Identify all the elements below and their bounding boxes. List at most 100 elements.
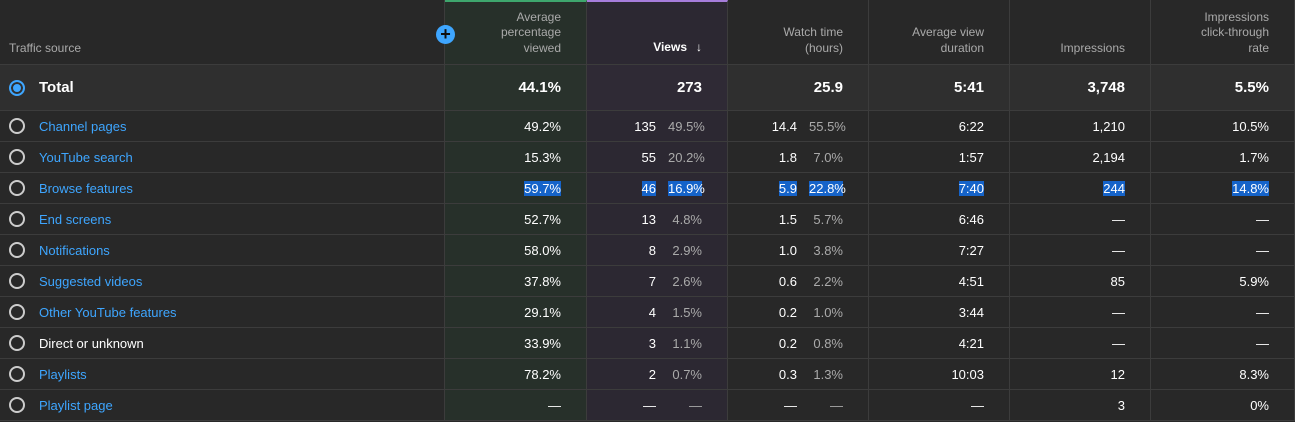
cell: Total [0,65,445,110]
metric-value: 0.2 [778,335,797,351]
cell: 3 [1010,390,1151,420]
metric-value: 25.9 [813,79,843,96]
cell[interactable]: Average view duration [869,0,1010,64]
radio-button[interactable] [9,304,25,320]
cell: 0% [1151,390,1295,420]
cell: 14.4 55.5% [728,111,869,141]
radio-button[interactable] [9,242,25,258]
sort-arrow: ↓ [696,39,702,54]
cell: 7:40 [869,173,1010,203]
cell: 25.9 [728,65,869,110]
metric-value: — [1112,242,1125,258]
cell: 85 [1010,266,1151,296]
source-label[interactable]: End screens [39,211,112,227]
cell: Notifications [0,235,445,265]
cell: 6:22 [869,111,1010,141]
metric-value: 3 [1117,397,1125,413]
metric-value: 1,210 [1092,118,1125,134]
metric-value: 3:44 [958,304,984,320]
cell: 10.5% [1151,111,1295,141]
metric-value: 135 [634,118,656,134]
cell: — [1010,328,1151,358]
metric-value: 37.8% [524,273,561,289]
metric-value: 8.3% [1239,366,1269,382]
metric-value: — [643,397,656,413]
cell: 2 0.7% [587,359,728,389]
metric-value: 85 [1110,273,1125,289]
cell: End screens [0,204,445,234]
metric-percent: 16.9% [668,180,705,196]
source-label[interactable]: Notifications [39,242,110,258]
cell: 44.1% [445,65,587,110]
cell[interactable]: Average percentage viewed [445,0,587,64]
cell[interactable]: Watch time (hours) [728,0,869,64]
cell: 5:41 [869,65,1010,110]
radio-button[interactable] [9,335,25,351]
radio-button[interactable] [9,180,25,196]
cell: 5.9% [1151,266,1295,296]
radio-button[interactable] [9,211,25,227]
cell[interactable]: Impressions click-through rate [1151,0,1295,64]
radio-button[interactable] [9,149,25,165]
cell: 0.6 2.2% [728,266,869,296]
source-label[interactable]: Channel pages [39,118,127,134]
metric-percent: 49.5% [668,118,705,134]
metric-value: 46 [641,180,656,196]
radio-button[interactable] [9,118,25,134]
cell: 0.3 1.3% [728,359,869,389]
metric-percent: 2.9% [672,242,702,258]
metric-value: 6:22 [958,118,984,134]
source-label[interactable]: Other YouTube features [39,304,177,320]
cell: — [1010,235,1151,265]
cell[interactable]: Views ↓ [587,0,728,64]
cell: 1,210 [1010,111,1151,141]
metric-percent: 22.8% [809,180,846,196]
metric-value: 49.2% [524,118,561,134]
cell: 4:21 [869,328,1010,358]
cell: Other YouTube features [0,297,445,327]
metric-value: 15.3% [524,149,561,165]
source-label[interactable]: YouTube search [39,149,133,165]
metric-percent: 1.1% [672,335,702,351]
metric-value: 8 [648,242,656,258]
radio-button[interactable] [9,397,25,413]
traffic-row: Browse features 59.7% 46 16.9% 5.9 22.8% 7:40 2… [0,173,1295,204]
add-metric-button[interactable]: + [436,25,455,44]
radio-button[interactable] [9,273,25,289]
metric-value: 10:03 [951,366,984,382]
metric-value: — [1112,211,1125,227]
cell[interactable]: Impressions [1010,0,1151,64]
traffic-row: Suggested videos 37.8% 7 2.6% 0.6 2.2% 4:51 85 5… [0,266,1295,297]
metric-percent: 4.8% [672,211,702,227]
metric-value: 10.5% [1232,118,1269,134]
metric-value: 7:40 [958,180,984,196]
radio-button[interactable] [9,80,25,96]
cell: 13 4.8% [587,204,728,234]
cell: 8.3% [1151,359,1295,389]
metric-value: 4:51 [958,273,984,289]
metric-percent: 7.0% [813,149,843,165]
source-label[interactable]: Playlists [39,366,87,382]
traffic-row: Playlist page — — — — — —3 0% [0,390,1295,421]
cell: 1.5 5.7% [728,204,869,234]
source-label[interactable]: Suggested videos [39,273,143,289]
cell: — — [728,390,869,420]
cell: 3:44 [869,297,1010,327]
cell: Suggested videos [0,266,445,296]
cell: Playlist page [0,390,445,420]
radio-button[interactable] [9,366,25,382]
source-label[interactable]: Playlist page [39,397,113,413]
metric-percent: — [830,397,843,413]
metric-value: 14.4 [771,118,797,134]
header-label: Traffic source [9,40,82,55]
cell: 2,194 [1010,142,1151,172]
metric-value: 59.7% [524,180,561,196]
metric-value: 2 [648,366,656,382]
cell: — [1151,328,1295,358]
metric-value: 0.6 [778,273,797,289]
metric-value: 29.1% [524,304,561,320]
metric-percent: 2.6% [672,273,702,289]
metric-value: — [784,397,797,413]
source-label[interactable]: Browse features [39,180,133,196]
